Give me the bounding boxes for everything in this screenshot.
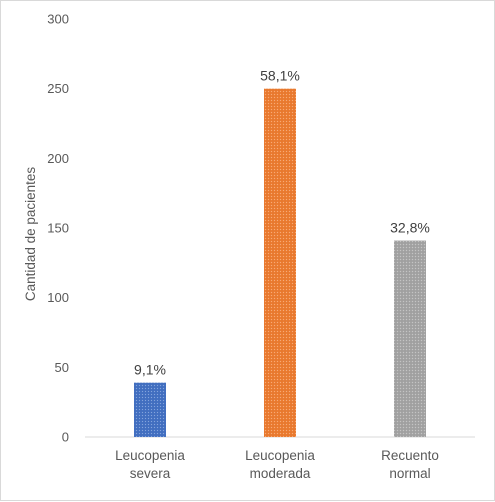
y-tick-label: 300	[47, 12, 69, 27]
y-tick-label: 0	[62, 430, 69, 445]
data-label: 32,8%	[390, 220, 430, 236]
bar	[264, 88, 296, 438]
y-axis-label: Cantidad de pacientes	[23, 167, 38, 302]
category-labels: Leucopenia severa Leucopenia moderada Recuen…	[115, 448, 439, 481]
y-tick-label: 100	[47, 290, 69, 305]
category-label: normal	[389, 466, 430, 481]
bars	[134, 88, 426, 438]
y-tick-label: 150	[47, 221, 69, 236]
data-label: 58,1%	[260, 68, 300, 84]
category-label: severa	[130, 466, 171, 481]
data-label: 9,1%	[134, 362, 166, 378]
data-labels: 9,1% 58,1% 32,8%	[134, 68, 430, 378]
category-label: Leucopenia	[245, 448, 315, 463]
y-tick-label: 200	[47, 151, 69, 166]
y-tick-label: 250	[47, 81, 69, 96]
bar	[134, 382, 166, 437]
bar	[394, 240, 426, 437]
y-axis-ticks: 0 50 100 150 200 250 300	[47, 12, 69, 445]
category-label: Recuento	[381, 448, 439, 463]
category-label: moderada	[250, 466, 311, 481]
category-label: Leucopenia	[115, 448, 185, 463]
y-tick-label: 50	[55, 360, 69, 375]
